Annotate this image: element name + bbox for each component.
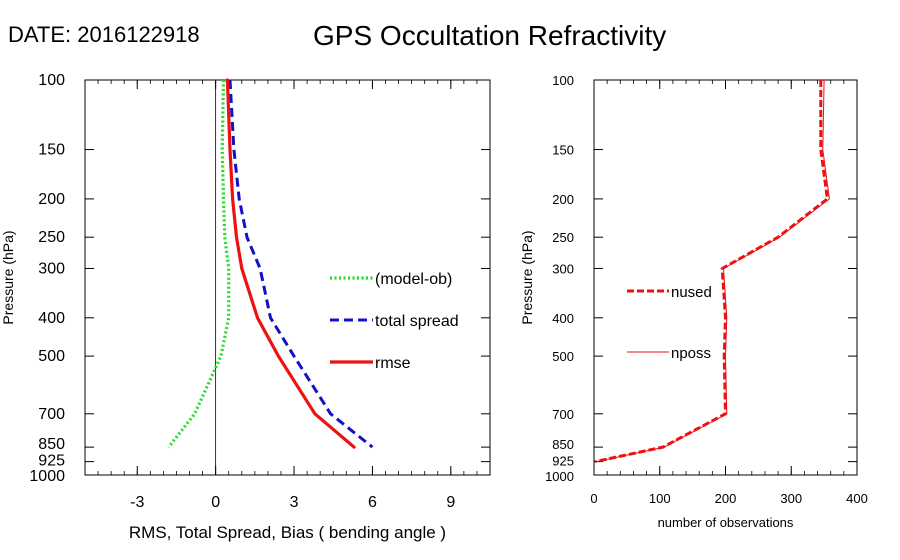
- legend-label: nused: [671, 284, 712, 301]
- x-tick-label: 100: [649, 491, 671, 506]
- x-axis-title: RMS, Total Spread, Bias ( bending angle …: [129, 523, 446, 542]
- x-tick-label: 300: [780, 491, 802, 506]
- x-tick-label: 3: [290, 494, 299, 511]
- legend-label: rmse: [375, 355, 411, 372]
- series-line-nused: [594, 80, 829, 464]
- x-axis-title: number of observations: [658, 515, 794, 530]
- x-tick-label: 400: [846, 491, 868, 506]
- x-tick-label: 0: [211, 494, 220, 511]
- legend-label: total spread: [375, 313, 459, 330]
- y-tick-label: 1000: [545, 469, 574, 484]
- series-line-rmse: [225, 78, 356, 449]
- x-tick-label: 0: [590, 491, 597, 506]
- y-tick-label: 200: [552, 192, 574, 207]
- x-tick-label: 200: [715, 491, 737, 506]
- chart-title: GPS Occultation Refractivity: [313, 20, 667, 51]
- x-tick-label: -3: [130, 494, 144, 511]
- x-tick-label: 9: [446, 494, 455, 511]
- y-tick-label: 100: [552, 73, 574, 88]
- legend-label: (model-ob): [375, 271, 452, 288]
- y-tick-label: 150: [552, 143, 574, 158]
- y-tick-label: 300: [38, 260, 65, 277]
- y-tick-label: 250: [38, 229, 65, 246]
- y-tick-label: 500: [552, 349, 574, 364]
- y-tick-label: 700: [552, 407, 574, 422]
- y-tick-label: 500: [38, 348, 65, 365]
- legend-label: nposs: [671, 345, 711, 362]
- y-tick-label: 400: [552, 311, 574, 326]
- x-tick-label: 6: [368, 494, 377, 511]
- series-line-totalspread: [228, 79, 374, 449]
- series-line-modelob: [167, 79, 231, 449]
- y-tick-label: 250: [552, 230, 574, 245]
- y-tick-label: 850: [552, 437, 574, 452]
- y-tick-label: 700: [38, 406, 65, 423]
- y-tick-label: 400: [38, 310, 65, 327]
- y-tick-label: 1000: [29, 468, 65, 485]
- y-tick-label: 300: [552, 261, 574, 276]
- y-tick-label: 200: [38, 191, 65, 208]
- y-tick-label: 925: [38, 453, 65, 470]
- y-tick-label: 100: [38, 72, 65, 89]
- series-line-nposs: [596, 79, 830, 463]
- plot-frame-0: [84, 79, 491, 476]
- y-tick-label: 150: [38, 142, 65, 159]
- y-axis-title: Pressure (hPa): [0, 230, 16, 324]
- y-tick-label: 925: [552, 454, 574, 469]
- y-tick-label: 850: [38, 436, 65, 453]
- y-axis-title: Pressure (hPa): [519, 230, 535, 324]
- plot-frame-1: [593, 79, 858, 476]
- date-label: DATE: 2016122918: [8, 22, 200, 47]
